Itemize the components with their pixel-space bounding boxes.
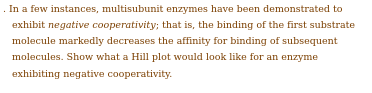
Text: exhibiting negative cooperativity.: exhibiting negative cooperativity. [3,70,172,79]
Text: exhibit: exhibit [3,21,48,30]
Text: ; that is, the binding of the first substrate: ; that is, the binding of the first subs… [155,21,355,30]
Text: . In a few instances, multisubunit enzymes have been demonstrated to: . In a few instances, multisubunit enzym… [3,5,343,14]
Text: molecule markedly decreases the affinity for binding of subsequent: molecule markedly decreases the affinity… [3,37,337,46]
Text: molecules. Show what a Hill plot would look like for an enzyme: molecules. Show what a Hill plot would l… [3,53,318,62]
Text: negative cooperativity: negative cooperativity [48,21,155,30]
